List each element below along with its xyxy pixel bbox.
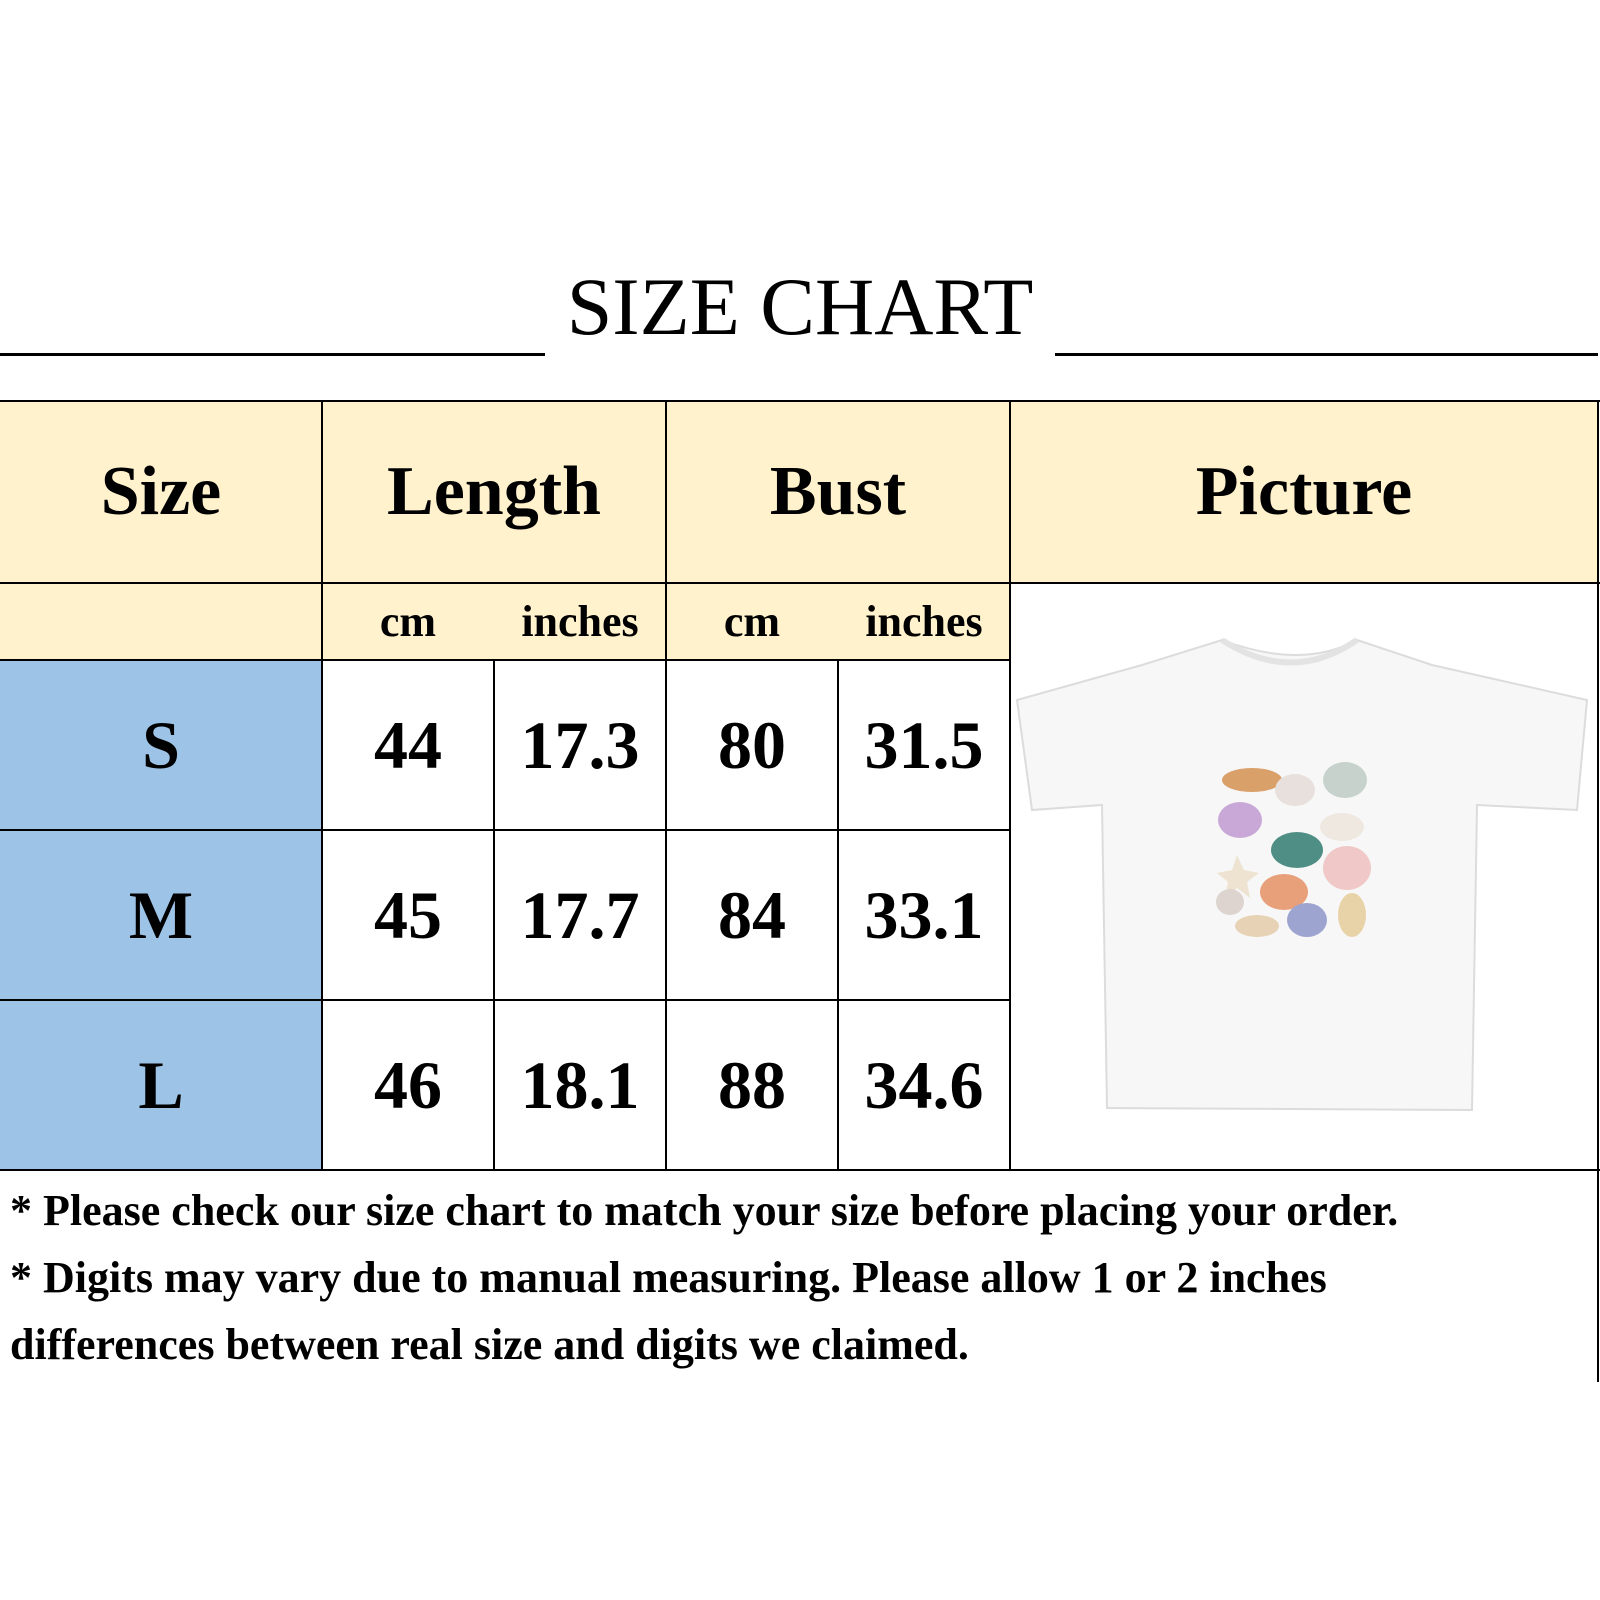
border-col-4 xyxy=(837,659,839,1171)
bust-inches-cell: 33.1 xyxy=(838,830,1010,1000)
length-inches-cell: 17.3 xyxy=(494,660,666,830)
length-inches-cell: 18.1 xyxy=(494,1000,666,1170)
seashell-print xyxy=(1216,762,1371,937)
bust-cm-cell: 84 xyxy=(666,830,838,1000)
border-top xyxy=(0,400,1600,402)
page-title-text: SIZE CHART xyxy=(558,261,1042,352)
bust-inches-cell: 31.5 xyxy=(838,660,1010,830)
border-col-1 xyxy=(321,400,323,1171)
border-right-top xyxy=(1597,400,1599,660)
page-title: SIZE CHART xyxy=(0,261,1600,352)
note-2: * Digits may vary due to manual measurin… xyxy=(10,1253,1327,1302)
header-length: Length xyxy=(322,401,666,583)
size-cell: S xyxy=(0,660,322,830)
unit-length-inches: inches xyxy=(494,583,666,660)
length-inches-cell: 17.7 xyxy=(494,830,666,1000)
title-rule-right xyxy=(1055,353,1598,356)
border-col-5 xyxy=(1009,400,1011,1171)
header-picture: Picture xyxy=(1010,401,1598,583)
units-blank xyxy=(0,583,322,660)
border-right-bottom xyxy=(1597,660,1599,1382)
border-bottom xyxy=(0,1169,1600,1171)
border-col-2 xyxy=(493,659,495,1171)
border-units-bottom xyxy=(0,659,1011,661)
border-col-3 xyxy=(665,400,667,1171)
header-bust: Bust xyxy=(666,401,1010,583)
bust-inches-cell: 34.6 xyxy=(838,1000,1010,1170)
size-cell: L xyxy=(0,1000,322,1170)
header-size: Size xyxy=(0,401,322,583)
border-row-s xyxy=(0,829,1011,831)
length-cm-cell: 45 xyxy=(322,830,494,1000)
unit-length-cm: cm xyxy=(322,583,494,660)
note-1: * Please check our size chart to match y… xyxy=(10,1186,1399,1235)
title-rule-left xyxy=(0,353,545,356)
border-row-m xyxy=(0,999,1011,1001)
unit-bust-inches: inches xyxy=(838,583,1010,660)
bust-cm-cell: 88 xyxy=(666,1000,838,1170)
note-3: differences between real size and digits… xyxy=(10,1320,969,1369)
tshirt-picture xyxy=(1015,637,1589,1112)
size-cell: M xyxy=(0,830,322,1000)
unit-bust-cm: cm xyxy=(666,583,838,660)
bust-cm-cell: 80 xyxy=(666,660,838,830)
border-header-bottom xyxy=(0,582,1600,584)
length-cm-cell: 44 xyxy=(322,660,494,830)
length-cm-cell: 46 xyxy=(322,1000,494,1170)
